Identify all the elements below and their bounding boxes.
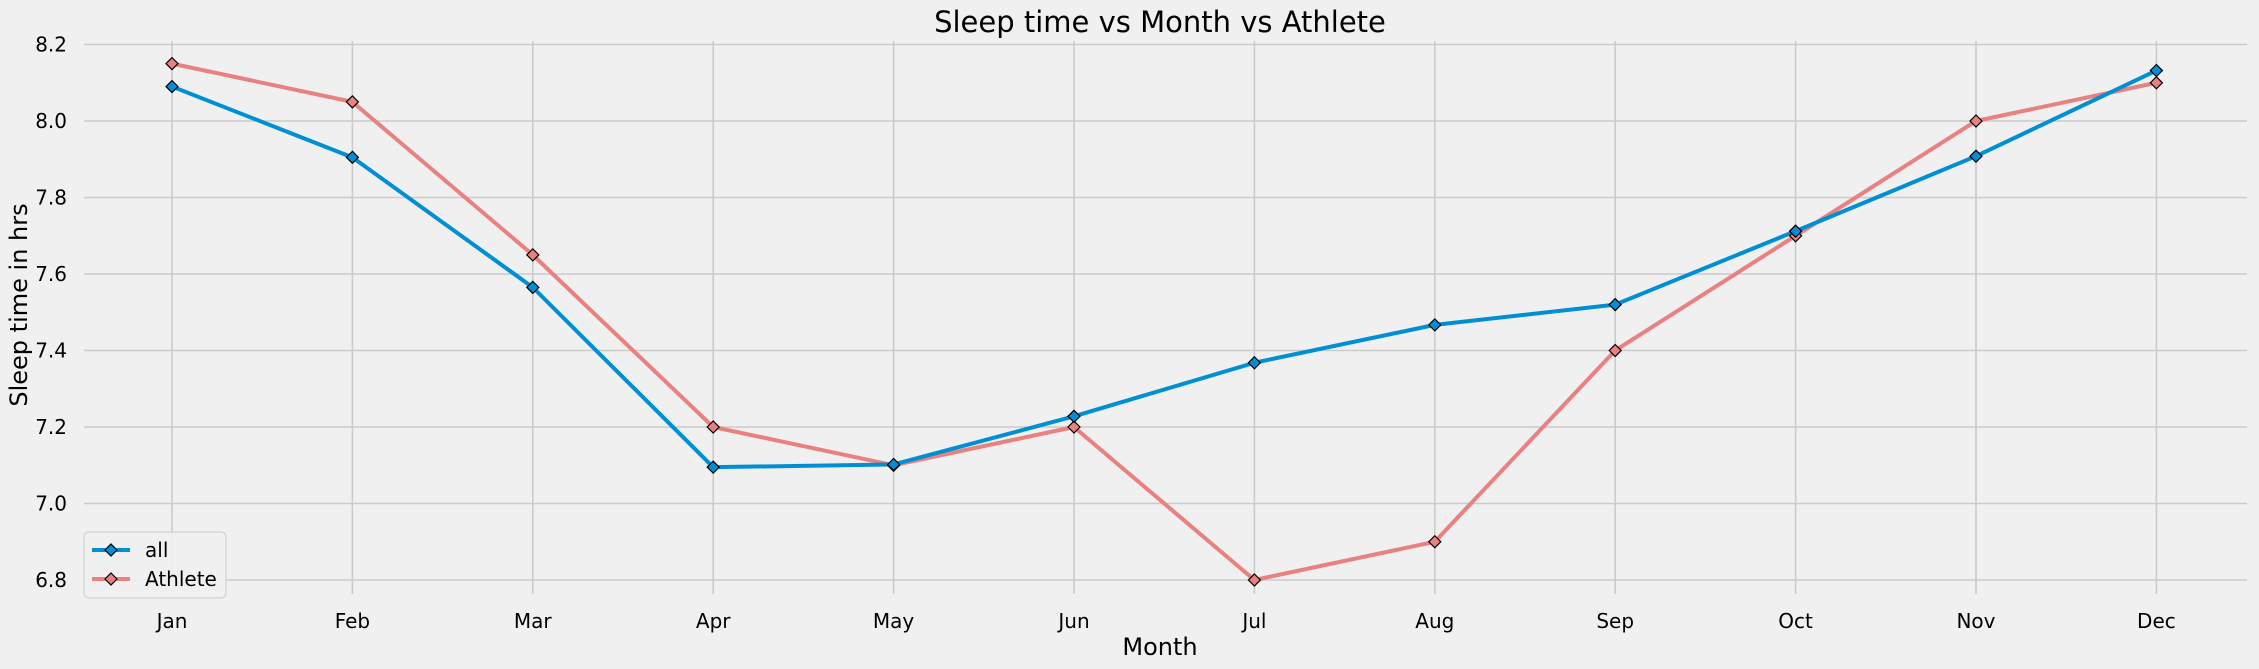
legend-label-athlete: Athlete (145, 567, 217, 591)
legend-label-all: all (145, 538, 168, 562)
x-tick-label: Oct (1778, 609, 1813, 633)
data-point-athlete (1969, 114, 1983, 128)
x-tick-labels: Jan Feb Mar Apr May Jun Jul Aug Sep Oct Nov Dec (155, 609, 2176, 633)
data-point-all (1788, 224, 1803, 239)
x-tick-label: Feb (335, 609, 370, 633)
x-tick-label: Mar (514, 609, 553, 633)
y-tick-label: 7.8 (35, 186, 67, 210)
x-tick-label: May (873, 609, 915, 633)
legend-marker-all (104, 543, 118, 557)
data-point-all (1247, 355, 1262, 370)
data-point-all (706, 460, 721, 475)
data-point-athlete (345, 95, 360, 109)
data-point-athlete (1427, 534, 1442, 549)
data-point-all (1067, 409, 1081, 424)
y-tick-label: 7.4 (35, 339, 67, 363)
data-point-athlete (1067, 420, 1081, 434)
data-point-all (1427, 318, 1442, 332)
x-tick-label: Jun (1056, 609, 1089, 633)
series-line-all (170, 68, 2159, 470)
data-point-all (886, 457, 901, 472)
x-tick-label: Sep (1596, 609, 1634, 633)
y-tick-label: 7.0 (35, 492, 67, 516)
y-tick-label: 8.0 (35, 109, 67, 133)
x-axis-title: Month (1122, 633, 1197, 661)
y-tick-label: 6.8 (35, 568, 67, 592)
legend: all Athlete (83, 531, 227, 599)
chart-title: Sleep time vs Month vs Athlete (934, 5, 1386, 39)
data-point-athlete (525, 248, 540, 262)
data-point-all (1608, 297, 1623, 312)
x-tick-label: Nov (1956, 609, 1995, 633)
data-point-athlete (1247, 573, 1262, 587)
y-tick-labels: 6.8 7.0 7.2 7.4 7.6 7.8 8.0 8.2 (35, 33, 67, 593)
data-point-athlete (706, 420, 721, 434)
data-point-all (2149, 63, 2164, 78)
y-tick-label: 7.2 (35, 415, 67, 439)
data-point-athlete (1608, 343, 1623, 358)
legend-marker-athlete (104, 572, 118, 586)
y-tick-label: 7.6 (35, 262, 67, 286)
series-group (165, 56, 2164, 587)
y-axis-title: Sleep time in hrs (5, 203, 33, 406)
data-point-all (345, 150, 360, 165)
data-point-athlete (165, 56, 179, 71)
x-tick-label: Aug (1415, 609, 1454, 633)
data-point-all (525, 280, 540, 295)
x-tick-label: Apr (696, 609, 731, 633)
y-tick-label: 8.2 (35, 33, 67, 57)
data-point-athlete (2149, 75, 2164, 90)
data-point-all (165, 79, 179, 94)
data-point-all (1969, 149, 1983, 164)
x-tick-label: Dec (2137, 609, 2176, 633)
x-tick-label: Jan (155, 609, 188, 633)
x-tick-label: Jul (1240, 609, 1266, 633)
